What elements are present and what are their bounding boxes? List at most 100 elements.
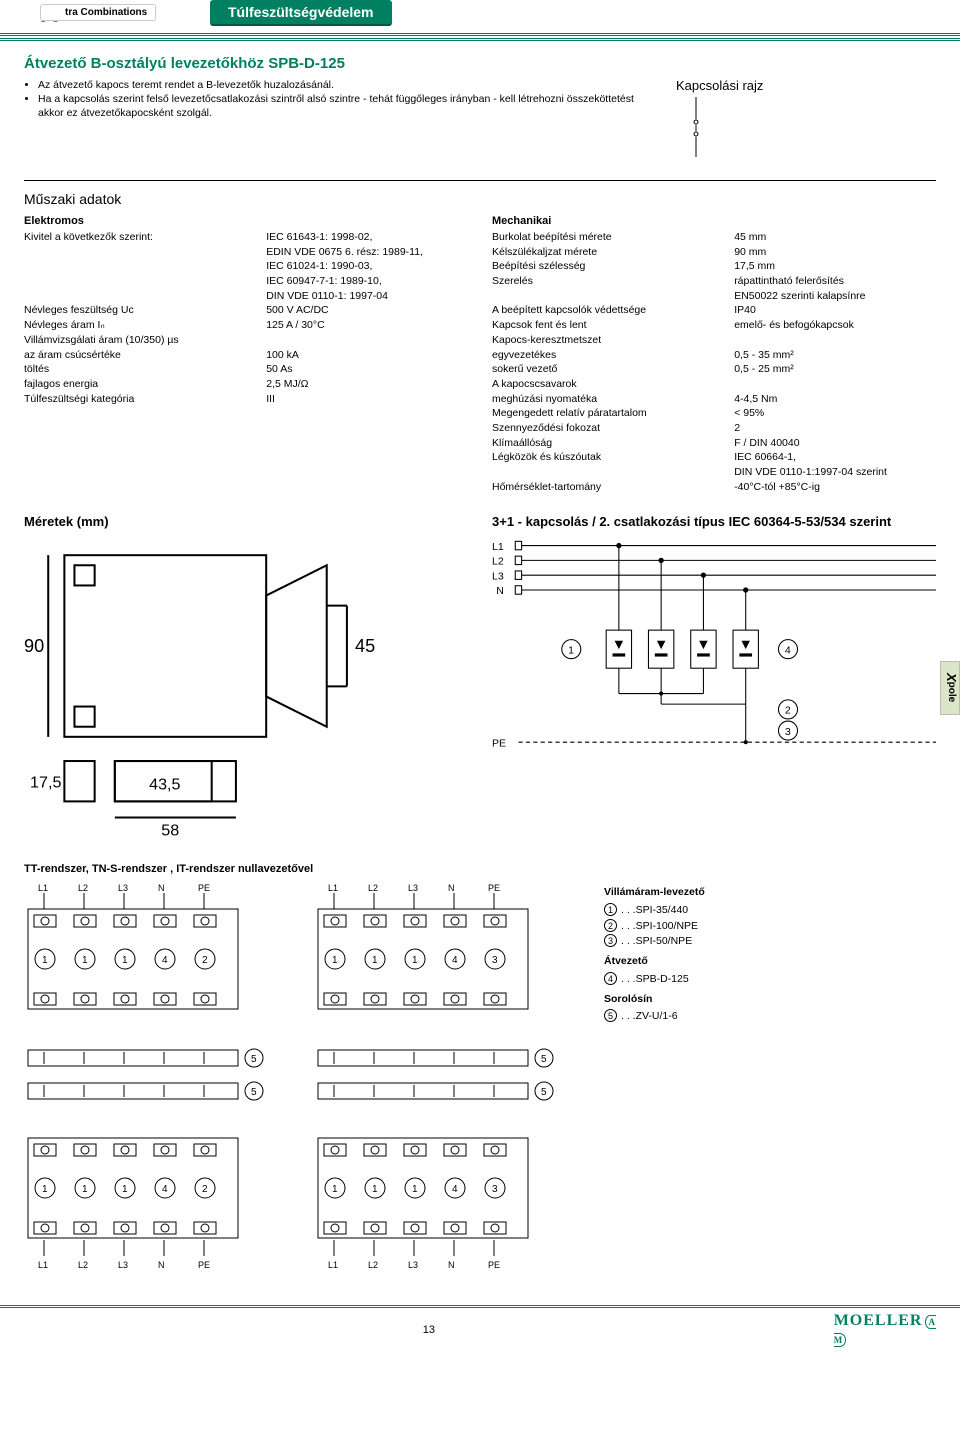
tech-heading: Műszaki adatok xyxy=(24,191,936,207)
legend-text: . . .SPI-35/440 xyxy=(621,904,688,916)
svg-text:4: 4 xyxy=(162,955,168,966)
divider xyxy=(24,180,936,181)
svg-text:4: 4 xyxy=(162,1184,168,1195)
spec-value: III xyxy=(266,392,468,407)
legend-text: . . .ZV-U/1-6 xyxy=(621,1010,678,1022)
spec-value: F / DIN 40040 xyxy=(734,436,936,451)
logo-badge: tra Combinations xyxy=(40,4,156,21)
svg-text:4: 4 xyxy=(452,1184,458,1195)
legend: Villámáram-levezető 1. . .SPI-35/4402. .… xyxy=(604,881,936,1273)
svg-text:N: N xyxy=(158,883,165,893)
spec-label: Szerelés xyxy=(492,274,734,303)
wiring-diagram: L1 L2 L3 N xyxy=(492,535,936,768)
svg-text:N: N xyxy=(158,1260,165,1270)
spec-row: Villámvizsgálati áram (10/350) µs az ára… xyxy=(24,333,468,392)
spec-value: rápattintható felerősítés EN50022 szerin… xyxy=(734,274,936,303)
spec-row: Burkolat beépítési mérete45 mm xyxy=(492,230,936,245)
header-pill: Túlfeszültségvédelem xyxy=(210,0,392,26)
svg-text:L1: L1 xyxy=(38,883,48,893)
legend-item: 4 . . .SPB-D-125 xyxy=(604,972,936,988)
spec-label: Beépítési szélesség xyxy=(492,259,734,274)
side-tab-x: X xyxy=(944,673,959,682)
spec-label: Megengedett relatív páratartalom xyxy=(492,406,734,421)
legend-badge: 4 xyxy=(604,972,617,985)
spec-row: A kapocscsavarok meghúzási nyomatéka 4-4… xyxy=(492,377,936,406)
spec-label: Burkolat beépítési mérete xyxy=(492,230,734,245)
tech-left: Elektromos Kivitel a következők szerint:… xyxy=(24,215,468,494)
svg-text:3: 3 xyxy=(492,955,498,966)
wiring-heading: 3+1 - kapcsolás / 2. csatlakozási típus … xyxy=(492,514,936,529)
intro-text: Az átvezető kapocs teremt rendet a B-lev… xyxy=(24,78,656,160)
spec-row: Kapocs-keresztmetszet egyvezetékes soker… xyxy=(492,333,936,377)
spec-row: Légközök és kúszóutakIEC 60664-1, DIN VD… xyxy=(492,450,936,479)
bullet-1: Az átvezető kapocs teremt rendet a B-lev… xyxy=(38,78,656,92)
mini-schematic-icon xyxy=(676,97,736,157)
svg-text:L2: L2 xyxy=(492,556,504,568)
svg-text:1: 1 xyxy=(42,955,48,966)
spec-value: 500 V AC/DC xyxy=(266,303,468,318)
legend-text: . . .SPI-100/NPE xyxy=(621,920,698,932)
system-module: L1L2L3NPE11142 xyxy=(24,1110,284,1270)
svg-text:1: 1 xyxy=(568,645,574,657)
svg-text:L2: L2 xyxy=(368,883,378,893)
page-title: Átvezető B-osztályú levezetőkhöz SPB-D-1… xyxy=(24,55,936,72)
svg-text:PE: PE xyxy=(488,1260,500,1270)
spec-row: KlímaállóságF / DIN 40040 xyxy=(492,436,936,451)
svg-text:3: 3 xyxy=(785,726,791,738)
svg-text:L3: L3 xyxy=(492,571,504,583)
tech-right-subhead: Mechanikai xyxy=(492,215,936,227)
wiring-mini-title: Kapcsolási rajz xyxy=(676,78,936,93)
spec-value: 0,5 - 35 mm² 0,5 - 25 mm² xyxy=(734,333,936,377)
busbar: 5 xyxy=(314,1077,574,1107)
spec-value: 100 kA 50 As 2,5 MJ/Ω xyxy=(266,333,468,392)
svg-text:2: 2 xyxy=(785,705,791,717)
svg-text:PE: PE xyxy=(198,883,210,893)
spec-value: 17,5 mm xyxy=(734,259,936,274)
svg-text:43,5: 43,5 xyxy=(149,776,180,794)
spec-row: Szennyeződési fokozat2 xyxy=(492,421,936,436)
legend-text: . . .SPB-D-125 xyxy=(621,973,689,985)
svg-text:L1: L1 xyxy=(328,1260,338,1270)
svg-text:2: 2 xyxy=(202,955,208,966)
svg-text:5: 5 xyxy=(541,1087,547,1098)
systems-heading: TT-rendszer, TN-S-rendszer , IT-rendszer… xyxy=(24,863,936,875)
footer: 13 MOELLERAM xyxy=(0,1305,960,1352)
svg-text:N: N xyxy=(448,1260,455,1270)
spec-row: Hőmérséklet-tartomány-40°C-tól +85°C-ig xyxy=(492,480,936,495)
top-bar: X tra Combinations Túlfeszültségvédelem xyxy=(0,0,960,36)
brand-logo: MOELLERAM xyxy=(834,1312,936,1348)
side-tab: Xpole xyxy=(940,661,960,715)
spec-label: Kapocs-keresztmetszet egyvezetékes soker… xyxy=(492,333,734,377)
bullet-2: Ha a kapcsolás szerint felső levezetőcsa… xyxy=(38,92,656,120)
spec-row: Túlfeszültségi kategóriaIII xyxy=(24,392,468,407)
svg-text:17,5: 17,5 xyxy=(30,774,61,792)
spec-value: 4-4,5 Nm xyxy=(734,377,936,406)
svg-text:PE: PE xyxy=(488,883,500,893)
svg-text:90: 90 xyxy=(24,636,44,656)
side-tab-text: pole xyxy=(946,682,957,703)
systems-col-b: L1L2L3NPE1114355L1L2L3NPE11143 xyxy=(314,881,574,1273)
busbar: 5 xyxy=(314,1044,574,1074)
svg-text:1: 1 xyxy=(122,955,128,966)
svg-text:1: 1 xyxy=(42,1184,48,1195)
system-module: L1L2L3NPE11143 xyxy=(314,1110,574,1270)
system-module: L1L2L3NPE11143 xyxy=(314,881,574,1041)
svg-text:L2: L2 xyxy=(368,1260,378,1270)
spec-label: Légközök és kúszóutak xyxy=(492,450,734,479)
spec-label: Túlfeszültségi kategória xyxy=(24,392,266,407)
dimensions-heading: Méretek (mm) xyxy=(24,514,468,529)
spec-row: Megengedett relatív páratartalom< 95% xyxy=(492,406,936,421)
spec-label: A kapocscsavarok meghúzási nyomatéka xyxy=(492,377,734,406)
svg-text:1: 1 xyxy=(122,1184,128,1195)
spec-label: Villámvizsgálati áram (10/350) µs az ára… xyxy=(24,333,266,392)
svg-text:1: 1 xyxy=(412,1184,418,1195)
svg-text:L3: L3 xyxy=(118,1260,128,1270)
spec-row: A beépített kapcsolók védettségeIP40 xyxy=(492,303,936,318)
legend-text: . . .SPI-50/NPE xyxy=(621,935,692,947)
spec-label: Hőmérséklet-tartomány xyxy=(492,480,734,495)
tech-right: Mechanikai Burkolat beépítési mérete45 m… xyxy=(492,215,936,494)
system-module: L1L2L3NPE11142 xyxy=(24,881,284,1041)
spec-label: Névleges áram Iₙ xyxy=(24,318,266,333)
spec-row: Névleges feszültség Uᴄ500 V AC/DC xyxy=(24,303,468,318)
page-number: 13 xyxy=(423,1324,435,1336)
